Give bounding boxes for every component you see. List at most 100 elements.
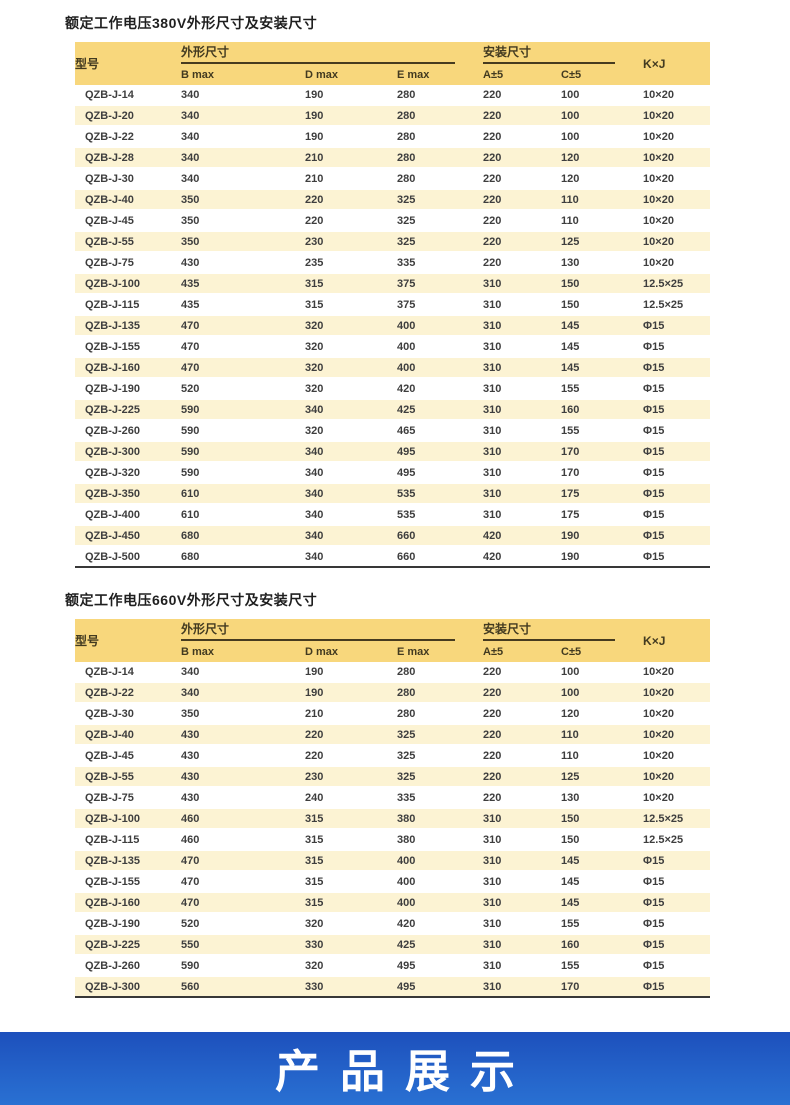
value-cell: 210 (305, 147, 397, 169)
value-cell: 170 (561, 441, 644, 463)
table-body-380v: QZB-J-14 340 190 280 220 100 10×20 QZB-J-20 340 1… (75, 85, 711, 568)
value-cell: 310 (483, 336, 562, 358)
value-cell: 400 (397, 357, 484, 379)
value-cell: 470 (181, 336, 305, 358)
table-row: QZB-J-135 470 320 400 310 145 Φ15 (75, 315, 711, 337)
value-cell: 10×20 (643, 231, 711, 253)
value-cell: 310 (483, 892, 562, 914)
value-cell: 220 (483, 189, 562, 211)
value-cell: 320 (305, 336, 397, 358)
value-cell: 235 (305, 252, 397, 274)
value-cell: 280 (397, 168, 484, 190)
value-cell: 340 (181, 105, 305, 127)
model-cell: QZB-J-155 (75, 871, 181, 893)
model-cell: QZB-J-135 (75, 315, 181, 337)
value-cell: 220 (483, 252, 562, 274)
spec-table-380v: 型号 外形尺寸 安装尺寸 K×J B max D max E max A±5 C… (75, 42, 711, 568)
table-row: QZB-J-75 430 235 335 220 130 10×20 (75, 252, 711, 274)
value-cell: 495 (397, 976, 484, 998)
value-cell: 470 (181, 892, 305, 914)
value-cell: 10×20 (643, 147, 711, 169)
value-cell: 610 (181, 483, 305, 505)
value-cell: 420 (397, 378, 484, 400)
banner-title: 产品展示 (274, 1046, 535, 1097)
value-cell: 210 (305, 168, 397, 190)
value-cell: Φ15 (643, 315, 711, 337)
value-cell: 240 (305, 787, 397, 809)
value-cell: 340 (305, 399, 397, 421)
value-cell: 420 (483, 525, 562, 547)
value-cell: 350 (181, 703, 305, 725)
value-cell: 220 (483, 147, 562, 169)
model-cell: QZB-J-260 (75, 420, 181, 442)
value-cell: 590 (181, 420, 305, 442)
value-cell: 310 (483, 955, 562, 977)
value-cell: 100 (561, 105, 644, 127)
spec-section-380v: 额定工作电压380V外形尺寸及安装尺寸 型号 外形尺寸 安装尺寸 K×J B m… (65, 15, 711, 568)
table-row: QZB-J-350 610 340 535 310 175 Φ15 (75, 483, 711, 505)
value-cell: 110 (561, 745, 644, 767)
model-cell: QZB-J-75 (75, 787, 181, 809)
model-cell: QZB-J-450 (75, 525, 181, 547)
value-cell: 340 (305, 525, 397, 547)
model-cell: QZB-J-225 (75, 399, 181, 421)
value-cell: 160 (561, 934, 644, 956)
spec-title-660v: 额定工作电压660V外形尺寸及安装尺寸 (65, 592, 318, 608)
value-cell: 280 (397, 126, 484, 148)
value-cell: 120 (561, 147, 644, 169)
value-cell: 400 (397, 315, 484, 337)
value-cell: 190 (561, 546, 644, 568)
value-cell: 340 (305, 504, 397, 526)
model-cell: QZB-J-160 (75, 892, 181, 914)
value-cell: 400 (397, 850, 484, 872)
value-cell: 280 (397, 703, 484, 725)
value-cell: 145 (561, 315, 644, 337)
value-cell: 315 (305, 871, 397, 893)
col-header-bmax: B max (181, 64, 305, 85)
col-group-outline-label: 外形尺寸 (181, 619, 456, 641)
value-cell: 10×20 (643, 126, 711, 148)
col-header-kxj: K×J (643, 619, 711, 662)
model-cell: QZB-J-14 (75, 85, 181, 106)
value-cell: 310 (483, 357, 562, 379)
value-cell: 340 (181, 147, 305, 169)
value-cell: 535 (397, 483, 484, 505)
table-row: QZB-J-225 550 330 425 310 160 Φ15 (75, 934, 711, 956)
value-cell: 430 (181, 787, 305, 809)
value-cell: 315 (305, 273, 397, 295)
value-cell: 470 (181, 850, 305, 872)
value-cell: Φ15 (643, 483, 711, 505)
value-cell: 325 (397, 745, 484, 767)
value-cell: 325 (397, 210, 484, 232)
value-cell: 310 (483, 976, 562, 998)
value-cell: Φ15 (643, 357, 711, 379)
col-group-install: 安装尺寸 (483, 619, 644, 641)
table-row: QZB-J-260 590 320 495 310 155 Φ15 (75, 955, 711, 977)
model-cell: QZB-J-55 (75, 231, 181, 253)
value-cell: 425 (397, 934, 484, 956)
value-cell: 280 (397, 85, 484, 106)
value-cell: 340 (181, 85, 305, 106)
value-cell: 145 (561, 892, 644, 914)
value-cell: 220 (483, 787, 562, 809)
value-cell: 190 (305, 105, 397, 127)
value-cell: 310 (483, 420, 562, 442)
table-row: QZB-J-155 470 315 400 310 145 Φ15 (75, 871, 711, 893)
value-cell: 12.5×25 (643, 808, 711, 830)
spec-table-660v: 型号 外形尺寸 安装尺寸 K×J B max D max E max A±5 C… (75, 619, 711, 998)
value-cell: 230 (305, 766, 397, 788)
table-row: QZB-J-155 470 320 400 310 145 Φ15 (75, 336, 711, 358)
value-cell: 400 (397, 871, 484, 893)
value-cell: 420 (397, 913, 484, 935)
value-cell: 310 (483, 441, 562, 463)
table-row: QZB-J-30 350 210 280 220 120 10×20 (75, 703, 711, 725)
value-cell: 100 (561, 85, 644, 106)
value-cell: 310 (483, 934, 562, 956)
value-cell: 550 (181, 934, 305, 956)
value-cell: 320 (305, 955, 397, 977)
table-row: QZB-J-55 430 230 325 220 125 10×20 (75, 766, 711, 788)
model-cell: QZB-J-100 (75, 273, 181, 295)
value-cell: 340 (305, 441, 397, 463)
value-cell: Φ15 (643, 525, 711, 547)
col-header-c5: C±5 (561, 641, 644, 662)
